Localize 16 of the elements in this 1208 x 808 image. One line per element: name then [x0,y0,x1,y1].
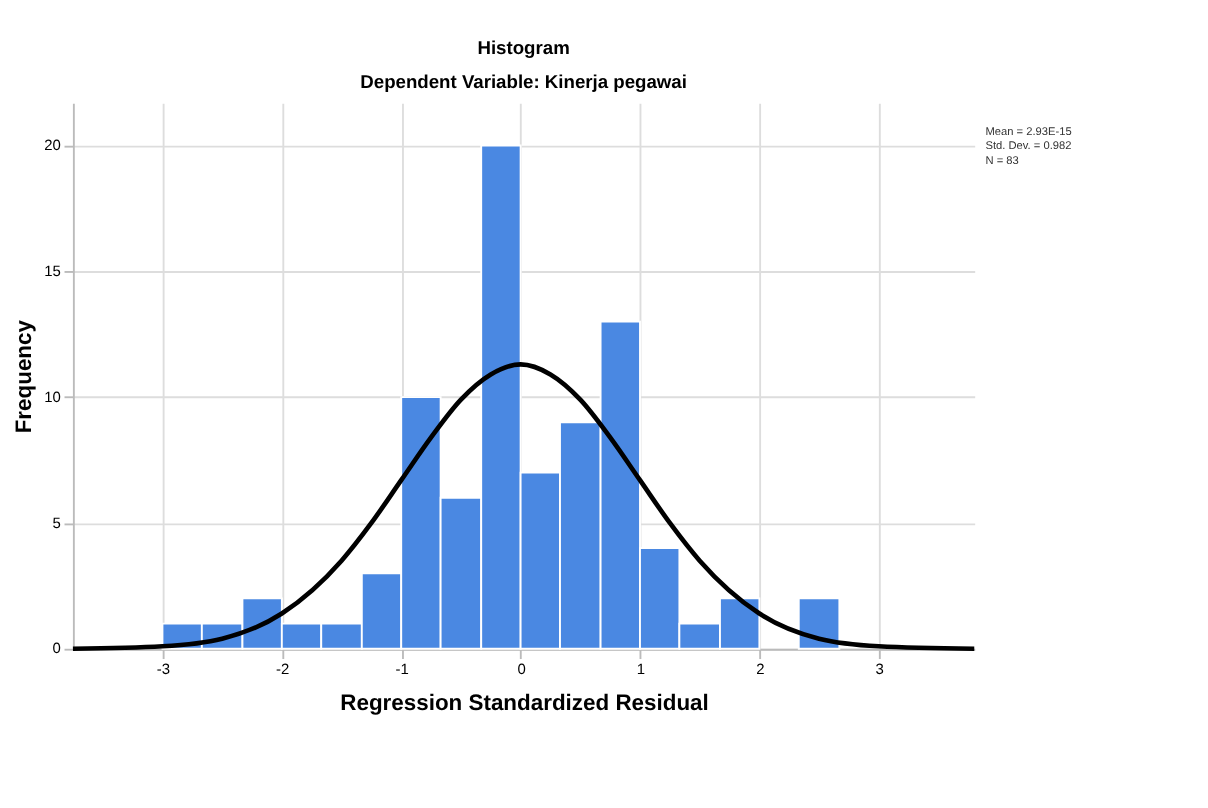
x-tick-label: 1 [636,660,646,678]
x-tick-label: -3 [156,660,171,678]
x-axis-title: Regression Standardized Residual [340,691,709,716]
x-tick-label: -2 [276,660,290,678]
chart-subtitle: Dependent Variable: Kinerja pegawai [360,71,687,92]
x-tick-label: -1 [395,660,409,678]
y-axis-title: Frequency [13,318,38,434]
x-tick-label: 2 [756,660,765,678]
y-tick-label: 10 [44,387,61,406]
x-tick-label: 0 [517,660,526,678]
y-tick-label: 20 [44,136,61,155]
chart-title: Histogram [477,38,570,59]
y-tick-label: 15 [44,261,61,280]
y-tick-label: 5 [52,513,61,532]
y-tick-label: 0 [52,639,61,658]
x-tick-label: 3 [875,660,884,678]
